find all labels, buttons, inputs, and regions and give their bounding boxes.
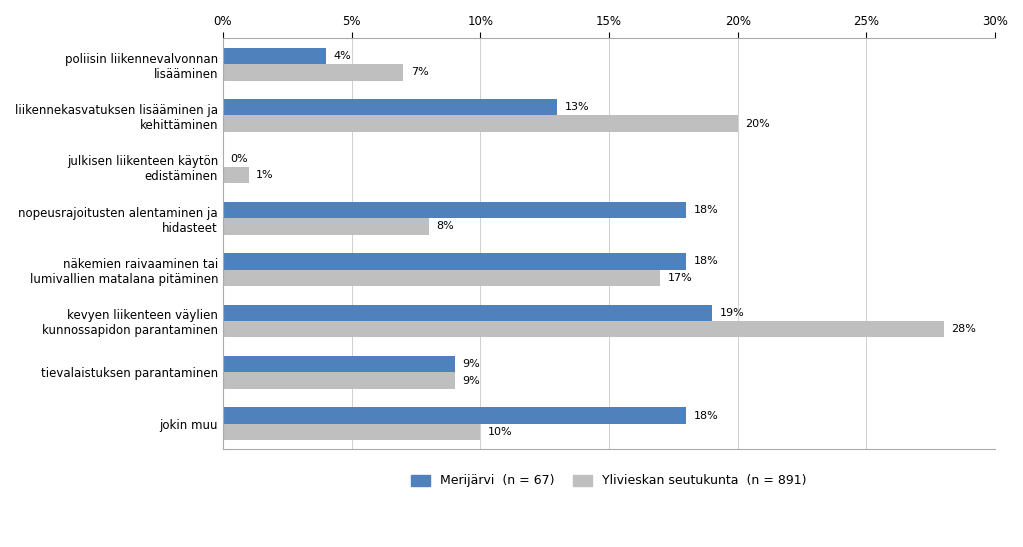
Text: 28%: 28%	[951, 324, 976, 334]
Text: 9%: 9%	[462, 359, 480, 369]
Text: 18%: 18%	[694, 205, 718, 215]
Text: 8%: 8%	[437, 222, 454, 231]
Text: 1%: 1%	[257, 170, 274, 180]
Bar	[223, 305, 712, 321]
Text: 20%: 20%	[746, 119, 770, 129]
Bar	[223, 64, 403, 80]
Bar	[223, 356, 454, 373]
Text: 0%: 0%	[230, 154, 249, 164]
Bar	[223, 167, 249, 183]
Text: 4%: 4%	[333, 51, 351, 61]
Bar	[223, 202, 686, 218]
Text: 13%: 13%	[565, 102, 590, 112]
Text: 18%: 18%	[694, 257, 718, 266]
Bar	[223, 408, 686, 424]
Bar	[223, 48, 325, 64]
Text: 19%: 19%	[719, 308, 745, 318]
Text: 7%: 7%	[411, 67, 429, 77]
Bar	[223, 321, 943, 337]
Text: 10%: 10%	[488, 427, 513, 437]
Bar	[223, 373, 454, 389]
Bar	[223, 424, 480, 440]
Text: 17%: 17%	[668, 273, 693, 283]
Legend: Merijärvi  (n = 67), Ylivieskan seutukunta  (n = 891): Merijärvi (n = 67), Ylivieskan seutukunt…	[406, 469, 811, 492]
Text: 9%: 9%	[462, 376, 480, 386]
Bar	[223, 253, 686, 270]
Bar	[223, 218, 429, 235]
Text: 18%: 18%	[694, 410, 718, 421]
Bar	[223, 270, 661, 286]
Bar	[223, 115, 738, 132]
Bar	[223, 99, 558, 115]
